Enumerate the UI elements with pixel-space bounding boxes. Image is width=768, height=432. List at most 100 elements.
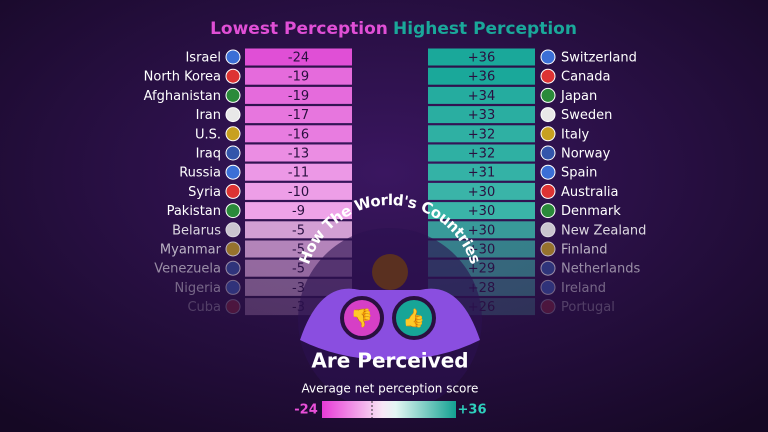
flag	[225, 222, 241, 238]
row: +32 Italy	[428, 125, 590, 143]
colorbar-max: +36	[458, 403, 487, 418]
flag	[540, 241, 556, 257]
flag	[225, 68, 241, 84]
row: -16 U.S.	[195, 125, 352, 143]
svg-text:👍: 👍	[403, 307, 425, 329]
country-label: North Korea	[144, 70, 221, 85]
country-label: Belarus	[172, 223, 221, 238]
country-label: U.S.	[195, 127, 221, 142]
country-label: Russia	[179, 166, 221, 181]
row: -24 Israel	[185, 48, 352, 66]
subtitle: Average net perception score	[302, 382, 479, 396]
bar	[245, 67, 352, 85]
row: -5 Myanmar	[160, 240, 352, 258]
bar	[428, 240, 535, 258]
flag	[225, 164, 241, 180]
value-label: -19	[288, 70, 309, 85]
flag	[540, 145, 556, 161]
bar	[428, 144, 535, 162]
row: +30 Australia	[428, 182, 619, 200]
country-label: Norway	[561, 147, 611, 162]
value-label: +36	[468, 70, 495, 85]
country-label: Japan	[560, 89, 597, 104]
row: +36 Switzerland	[428, 48, 637, 66]
country-label: Denmark	[561, 204, 621, 219]
value-label: +36	[468, 51, 495, 66]
country-label: Canada	[561, 70, 610, 85]
value-label: -5	[292, 223, 305, 238]
flag	[540, 107, 556, 123]
value-label: -10	[288, 185, 309, 200]
bar	[245, 48, 352, 66]
row: -13 Iraq	[196, 144, 352, 162]
value-label: -13	[288, 147, 309, 162]
country-label: Portugal	[561, 300, 615, 315]
country-label: Syria	[188, 185, 221, 200]
flag	[540, 299, 556, 315]
flag	[540, 49, 556, 65]
value-label: -17	[288, 108, 309, 123]
bar	[428, 48, 535, 66]
value-label: -16	[288, 127, 309, 142]
value-label: -24	[288, 51, 309, 66]
flag	[225, 299, 241, 315]
value-label: +34	[468, 89, 495, 104]
flag	[225, 203, 241, 219]
bar	[428, 163, 535, 181]
flag	[540, 260, 556, 276]
bar	[245, 106, 352, 124]
flag	[540, 87, 556, 103]
mascot: 👎 👍	[298, 228, 482, 412]
country-label: Myanmar	[160, 243, 222, 258]
panel-title: Highest Perception	[393, 19, 577, 39]
flag	[225, 241, 241, 257]
value-label: +29	[468, 262, 495, 277]
value-label: -5	[292, 262, 305, 277]
bar	[245, 221, 352, 239]
country-label: Netherlands	[561, 262, 640, 277]
bar	[245, 202, 352, 220]
bar	[428, 202, 535, 220]
bar	[428, 86, 535, 104]
country-label: Spain	[561, 166, 597, 181]
country-label: Italy	[561, 127, 590, 142]
flag	[225, 126, 241, 142]
country-label: Sweden	[561, 108, 612, 123]
bar	[245, 125, 352, 143]
flag	[540, 183, 556, 199]
country-label: Iran	[196, 108, 221, 123]
bar	[245, 144, 352, 162]
bar	[428, 221, 535, 239]
row: -19 North Korea	[144, 67, 352, 85]
country-label: New Zealand	[561, 223, 646, 238]
row: -5 Belarus	[172, 221, 352, 239]
panel-title: Lowest Perception	[210, 19, 388, 39]
flag	[540, 68, 556, 84]
value-label: -5	[292, 243, 305, 258]
value-label: +33	[468, 108, 495, 123]
bar	[428, 106, 535, 124]
flag	[225, 260, 241, 276]
flag	[540, 126, 556, 142]
value-label: -3	[292, 281, 305, 296]
row: +33 Sweden	[428, 106, 612, 124]
value-label: -19	[288, 89, 309, 104]
country-label: Venezuela	[154, 262, 221, 277]
row: -9 Pakistan	[167, 202, 352, 220]
value-label: -9	[292, 204, 305, 219]
flag	[225, 145, 241, 161]
flag	[540, 164, 556, 180]
country-label: Afghanistan	[144, 89, 221, 104]
row: -10 Syria	[188, 182, 352, 200]
flag	[225, 279, 241, 295]
bar	[245, 240, 352, 258]
bar	[428, 67, 535, 85]
value-label: +30	[468, 243, 495, 258]
country-label: Ireland	[561, 281, 606, 296]
flag	[540, 222, 556, 238]
colorbar	[322, 401, 456, 418]
row: -11 Russia	[179, 163, 352, 181]
bar	[245, 182, 352, 200]
svg-text:👎: 👎	[351, 308, 373, 329]
